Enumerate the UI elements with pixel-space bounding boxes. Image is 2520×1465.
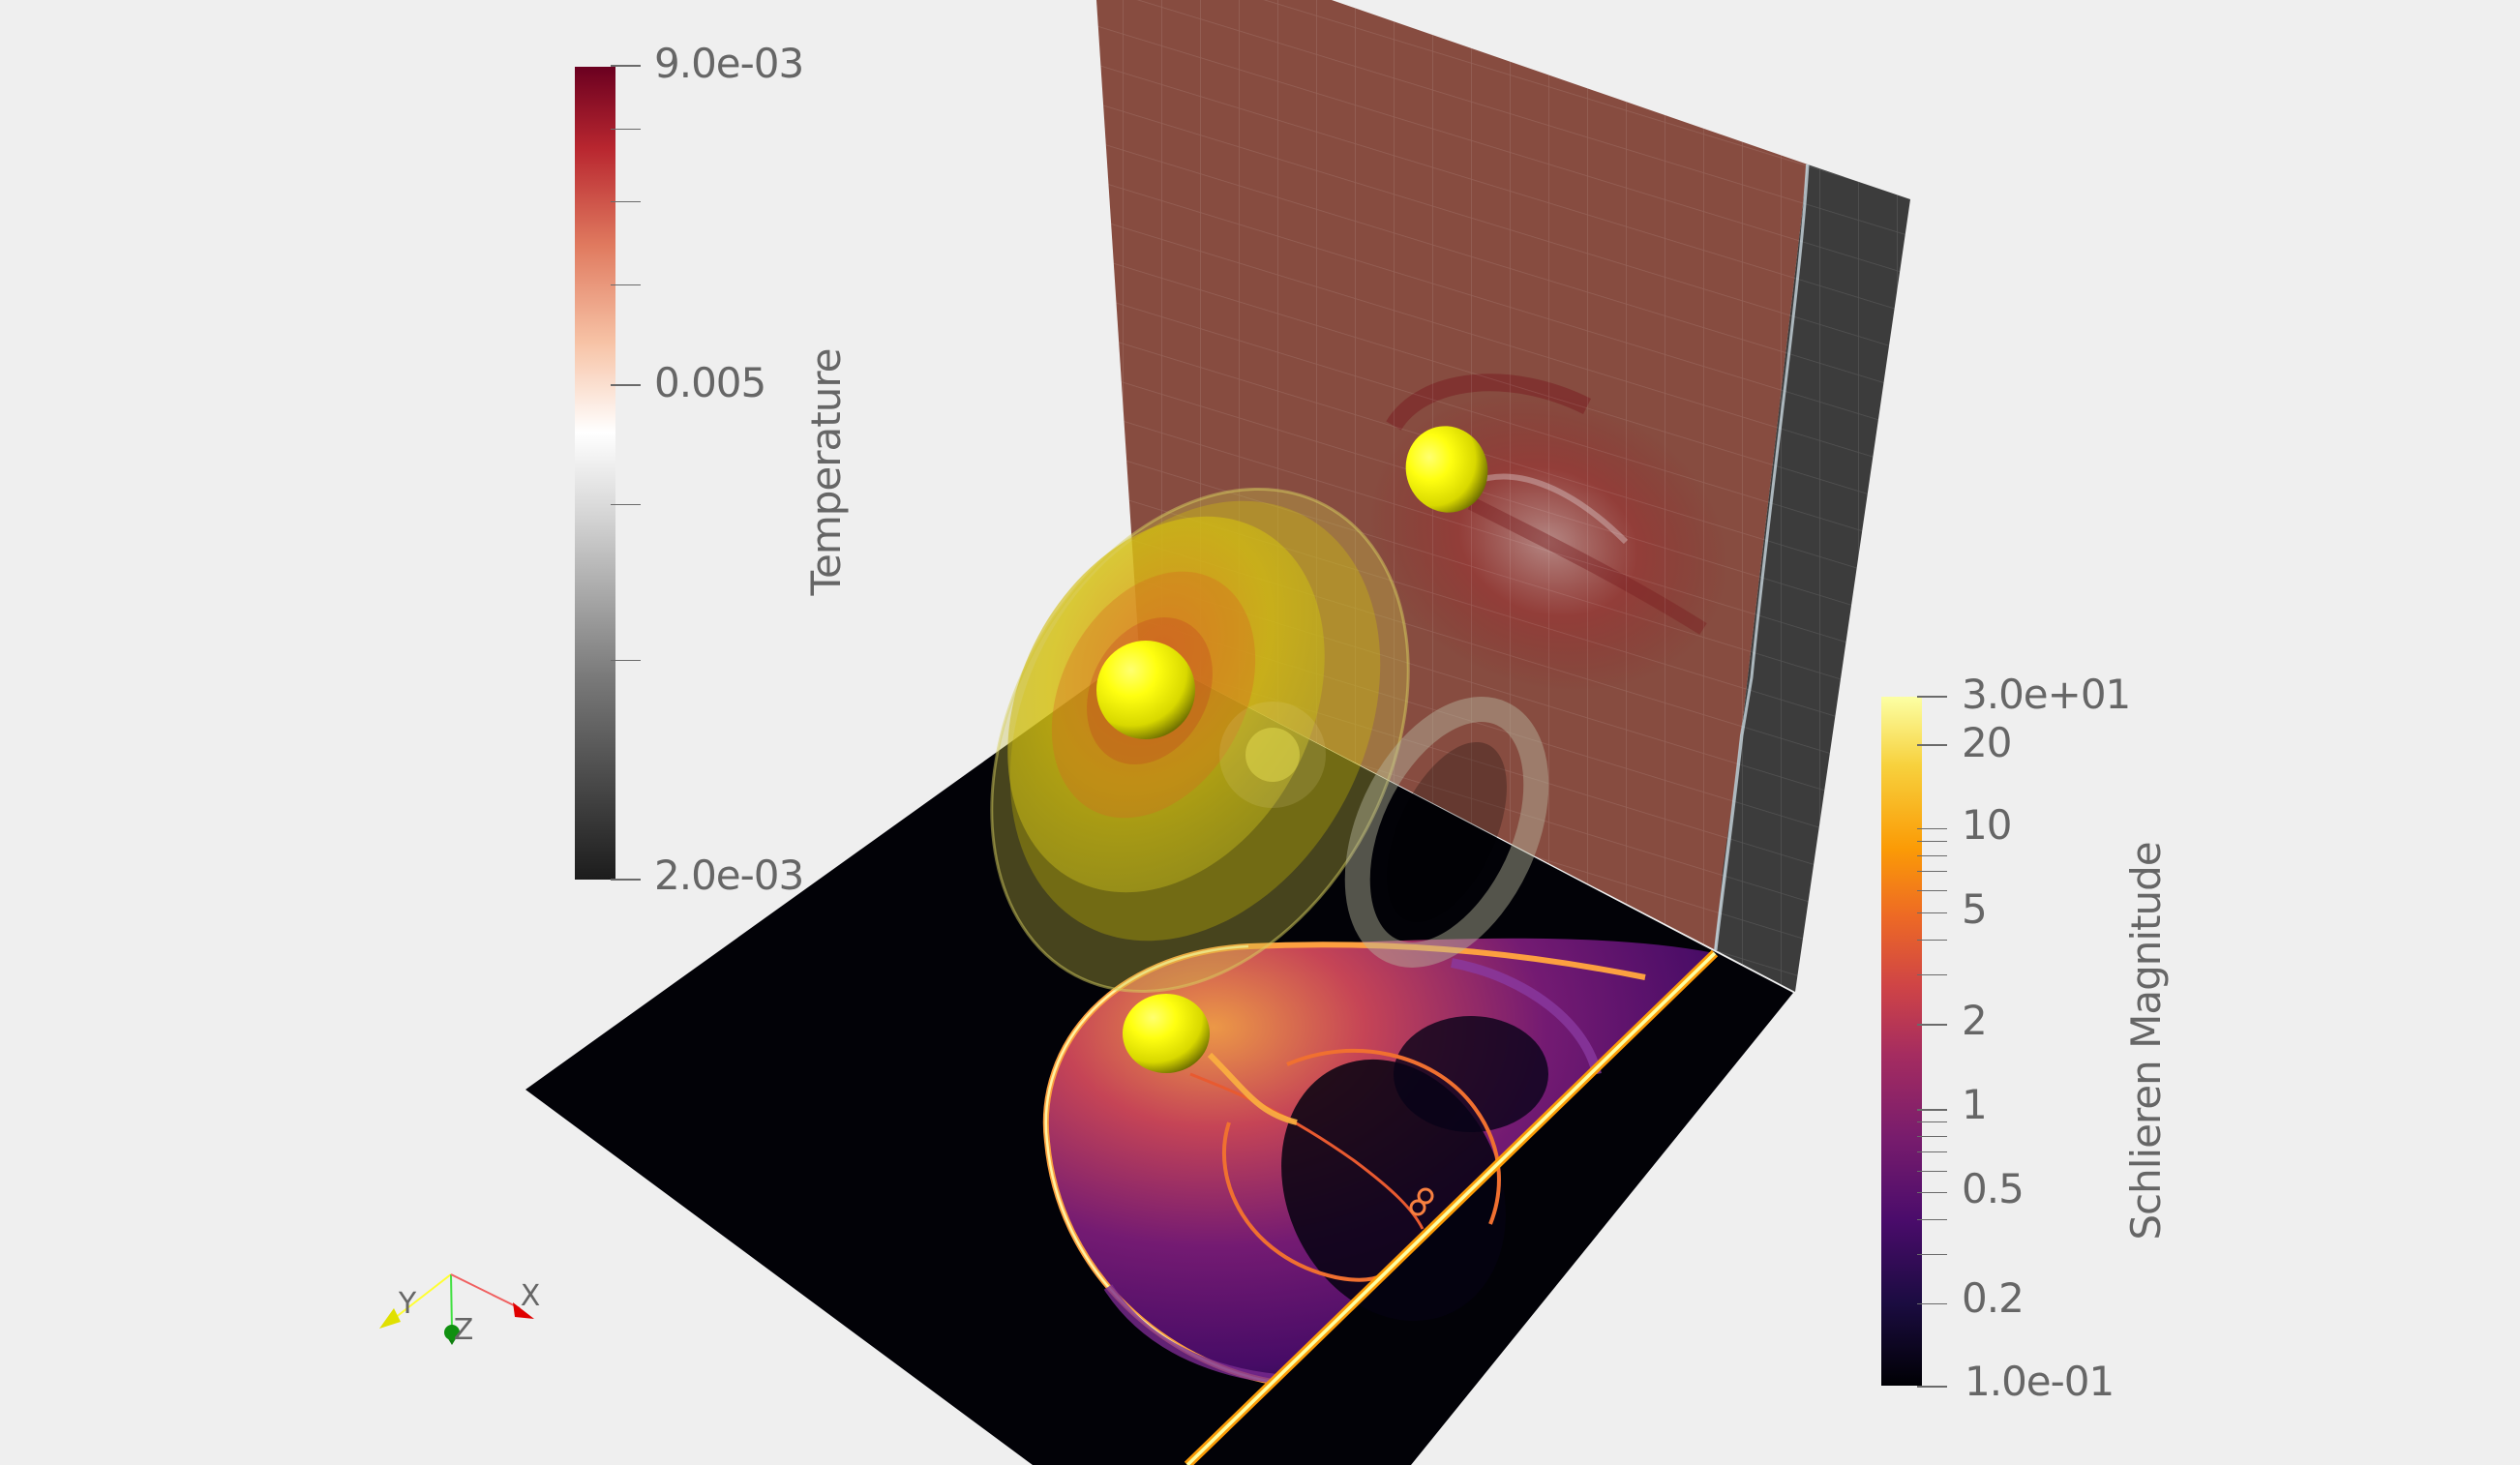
schlieren-tick (1917, 890, 1947, 891)
schlieren-colorbar (1881, 697, 1922, 1386)
axis-label-x: X (520, 1279, 541, 1313)
schlieren-label-min: 1.0e-01 (1965, 1358, 2115, 1405)
schlieren-tick (1917, 1386, 1947, 1388)
temp-tick (611, 384, 641, 386)
temp-tick (611, 284, 641, 285)
schlieren-tick (1917, 1171, 1947, 1172)
schlieren-tick (1917, 1121, 1947, 1122)
x-axis-arrow-icon (513, 1302, 534, 1319)
schlieren-tick (1917, 1254, 1947, 1255)
temp-tick (611, 129, 641, 130)
temp-label-mid: 0.005 (654, 359, 766, 406)
temp-tick (611, 65, 641, 67)
schlieren-tick (1917, 912, 1947, 913)
temp-tick (611, 504, 641, 505)
temp-label-min: 2.0e-03 (654, 852, 804, 899)
schlieren-tick (1917, 1219, 1947, 1220)
schlieren-label-max: 3.0e+01 (1962, 671, 2131, 718)
schlieren-tick (1917, 696, 1947, 698)
schlieren-tick (1917, 1303, 1947, 1304)
schlieren-tick (1917, 841, 1947, 842)
schlieren-label-0.2: 0.2 (1962, 1274, 2025, 1322)
axis-label-z: Z (453, 1313, 474, 1347)
schlieren-tick (1917, 1192, 1947, 1193)
schlieren-label-0.5: 0.5 (1962, 1165, 2025, 1212)
schlieren-colorbar-gradient (1881, 697, 1922, 1386)
schlieren-tick (1917, 871, 1947, 872)
schlieren-tick (1917, 828, 1947, 829)
schlieren-tick (1917, 1109, 1947, 1111)
axis-label-y: Y (398, 1287, 417, 1321)
sphere-on-plane (1405, 426, 1488, 513)
schlieren-tick (1917, 855, 1947, 856)
schlieren-tick (1917, 1024, 1947, 1026)
sphere-in-shell (1096, 641, 1195, 739)
schlieren-tick (1917, 940, 1947, 941)
schlieren-label-2: 2 (1962, 997, 1988, 1044)
schlieren-label-10: 10 (1962, 801, 2012, 849)
temp-tick (611, 879, 641, 881)
schlieren-tick (1917, 1136, 1947, 1137)
temp-label-max: 9.0e-03 (654, 40, 804, 87)
temp-tick (611, 201, 641, 202)
temperature-colorbar-gradient (575, 67, 615, 880)
temp-colorbar-title: Temperature (802, 348, 850, 596)
sphere-on-floor (1123, 994, 1210, 1073)
schlieren-label-1: 1 (1962, 1081, 1988, 1128)
orientation-axes[interactable] (379, 1273, 534, 1345)
schlieren-tick (1917, 744, 1947, 746)
schlieren-label-5: 5 (1962, 885, 1988, 933)
temperature-colorbar (575, 67, 615, 880)
schlieren-tick (1917, 1151, 1947, 1152)
y-axis-arrow-icon (379, 1308, 401, 1329)
temp-tick (611, 660, 641, 661)
schlieren-label-20: 20 (1962, 719, 2012, 766)
schlieren-tick (1917, 974, 1947, 975)
schlieren-colorbar-title: Schlieren Magnitude (2122, 842, 2170, 1241)
